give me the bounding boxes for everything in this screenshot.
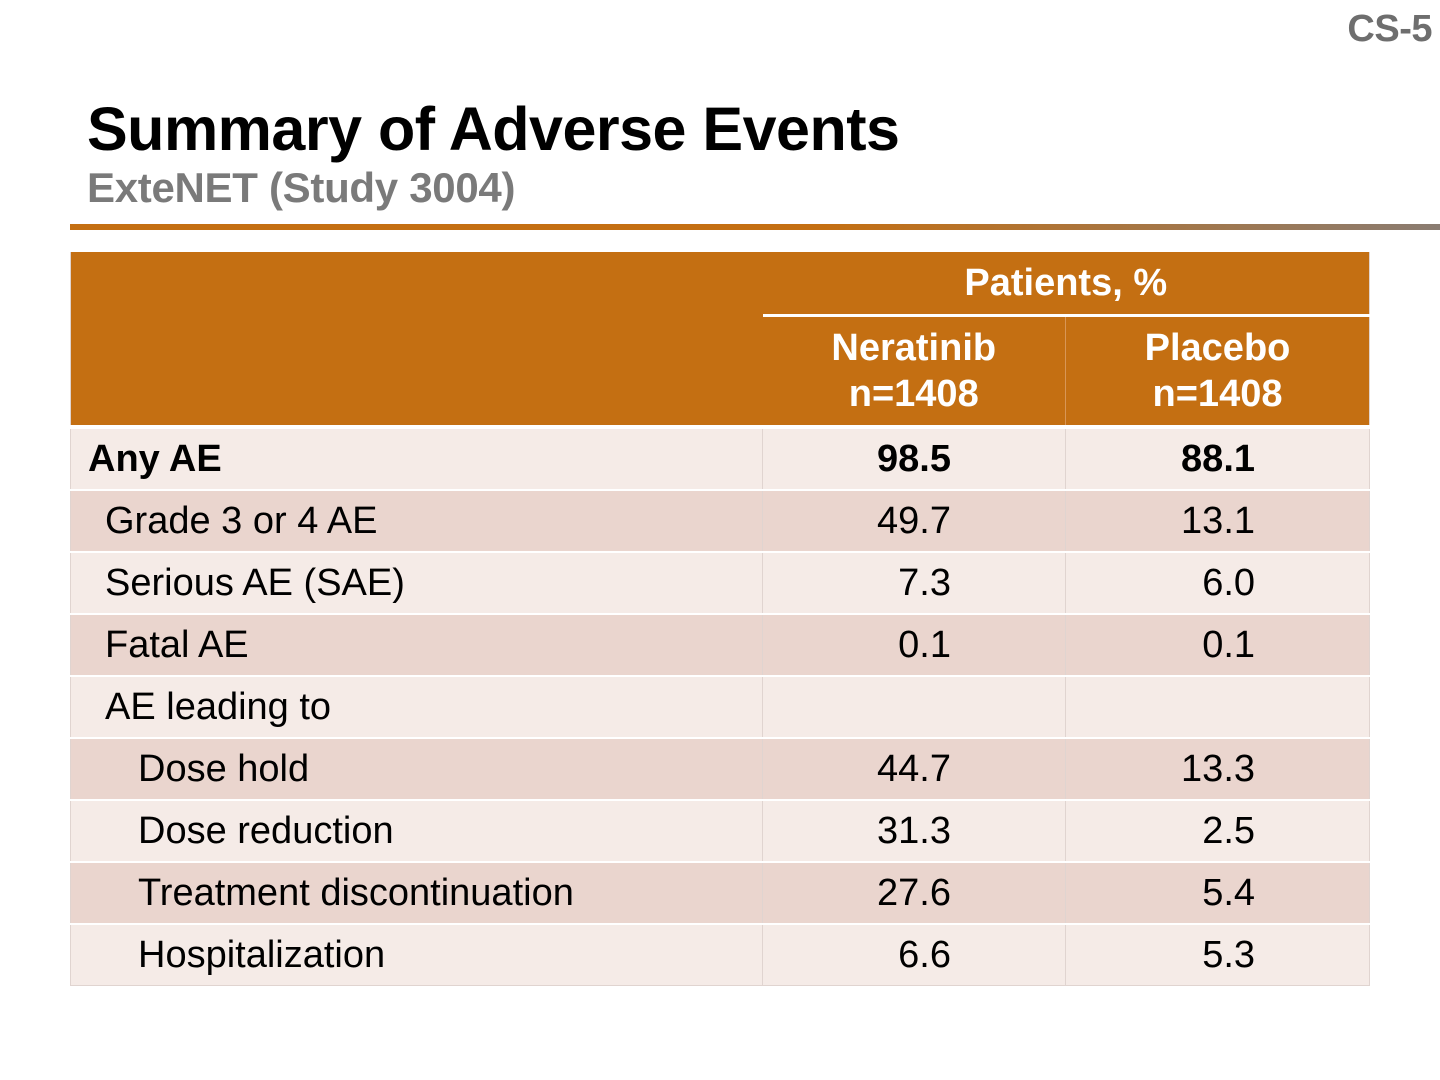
placebo-value — [1064, 675, 1370, 738]
placebo-value: 13.1 — [1064, 489, 1370, 552]
neratinib-value — [762, 675, 1066, 738]
table-row: Serious AE (SAE) 7.3 6.0 — [70, 551, 1370, 614]
table-row: Grade 3 or 4 AE 49.7 13.1 — [70, 489, 1370, 552]
header-blank-cell — [70, 252, 763, 316]
placebo-value: 5.4 — [1064, 861, 1370, 924]
neratinib-value: 44.7 — [762, 737, 1066, 800]
slide-subtitle: ExteNET (Study 3004) — [87, 164, 516, 211]
row-label: Serious AE (SAE) — [70, 551, 763, 614]
table-row: Fatal AE 0.1 0.1 — [70, 613, 1370, 676]
table-row: Dose reduction 31.3 2.5 — [70, 799, 1370, 862]
row-label: Any AE — [70, 425, 763, 490]
table-row: Hospitalization 6.6 5.3 — [70, 923, 1370, 986]
neratinib-arm-name: Neratinib — [831, 327, 997, 369]
placebo-value: 0.1 — [1064, 613, 1370, 676]
row-label: Hospitalization — [70, 923, 763, 986]
neratinib-value: 7.3 — [762, 551, 1066, 614]
title-divider — [70, 224, 1440, 230]
slide-number: CS-5 — [1347, 8, 1432, 50]
neratinib-value: 49.7 — [762, 489, 1066, 552]
neratinib-value: 31.3 — [762, 799, 1066, 862]
header-row-group: Patients, % — [70, 252, 1370, 317]
patients-percent-header: Patients, % — [762, 252, 1370, 317]
row-label: Grade 3 or 4 AE — [70, 489, 763, 552]
placebo-value: 13.3 — [1064, 737, 1370, 800]
adverse-events-table: Patients, % Neratinib n=1408 Placebo n=1… — [70, 252, 1371, 986]
placebo-arm-n: n=1408 — [1152, 373, 1283, 415]
neratinib-value: 0.1 — [762, 613, 1066, 676]
slide-title: Summary of Adverse Events — [87, 95, 900, 163]
placebo-value: 6.0 — [1064, 551, 1370, 614]
row-label: Fatal AE — [70, 613, 763, 676]
placebo-value: 5.3 — [1064, 923, 1370, 986]
header-blank-cell — [70, 315, 763, 427]
table-row: Dose hold 44.7 13.3 — [70, 737, 1370, 800]
header-row-arms: Neratinib n=1408 Placebo n=1408 — [70, 315, 1370, 427]
neratinib-value: 6.6 — [762, 923, 1066, 986]
table-row: AE leading to — [70, 675, 1370, 738]
table-row: Any AE 98.5 88.1 — [70, 425, 1370, 490]
placebo-column-header: Placebo n=1408 — [1064, 315, 1370, 427]
table-row: Treatment discontinuation 27.6 5.4 — [70, 861, 1370, 924]
row-label: Treatment discontinuation — [70, 861, 763, 924]
neratinib-column-header: Neratinib n=1408 — [762, 315, 1066, 427]
row-label: Dose reduction — [70, 799, 763, 862]
placebo-value: 88.1 — [1064, 425, 1370, 490]
neratinib-value: 98.5 — [762, 425, 1066, 490]
neratinib-value: 27.6 — [762, 861, 1066, 924]
placebo-arm-name: Placebo — [1144, 327, 1291, 369]
row-label: AE leading to — [70, 675, 763, 738]
placebo-value: 2.5 — [1064, 799, 1370, 862]
neratinib-arm-n: n=1408 — [848, 373, 979, 415]
row-label: Dose hold — [70, 737, 763, 800]
